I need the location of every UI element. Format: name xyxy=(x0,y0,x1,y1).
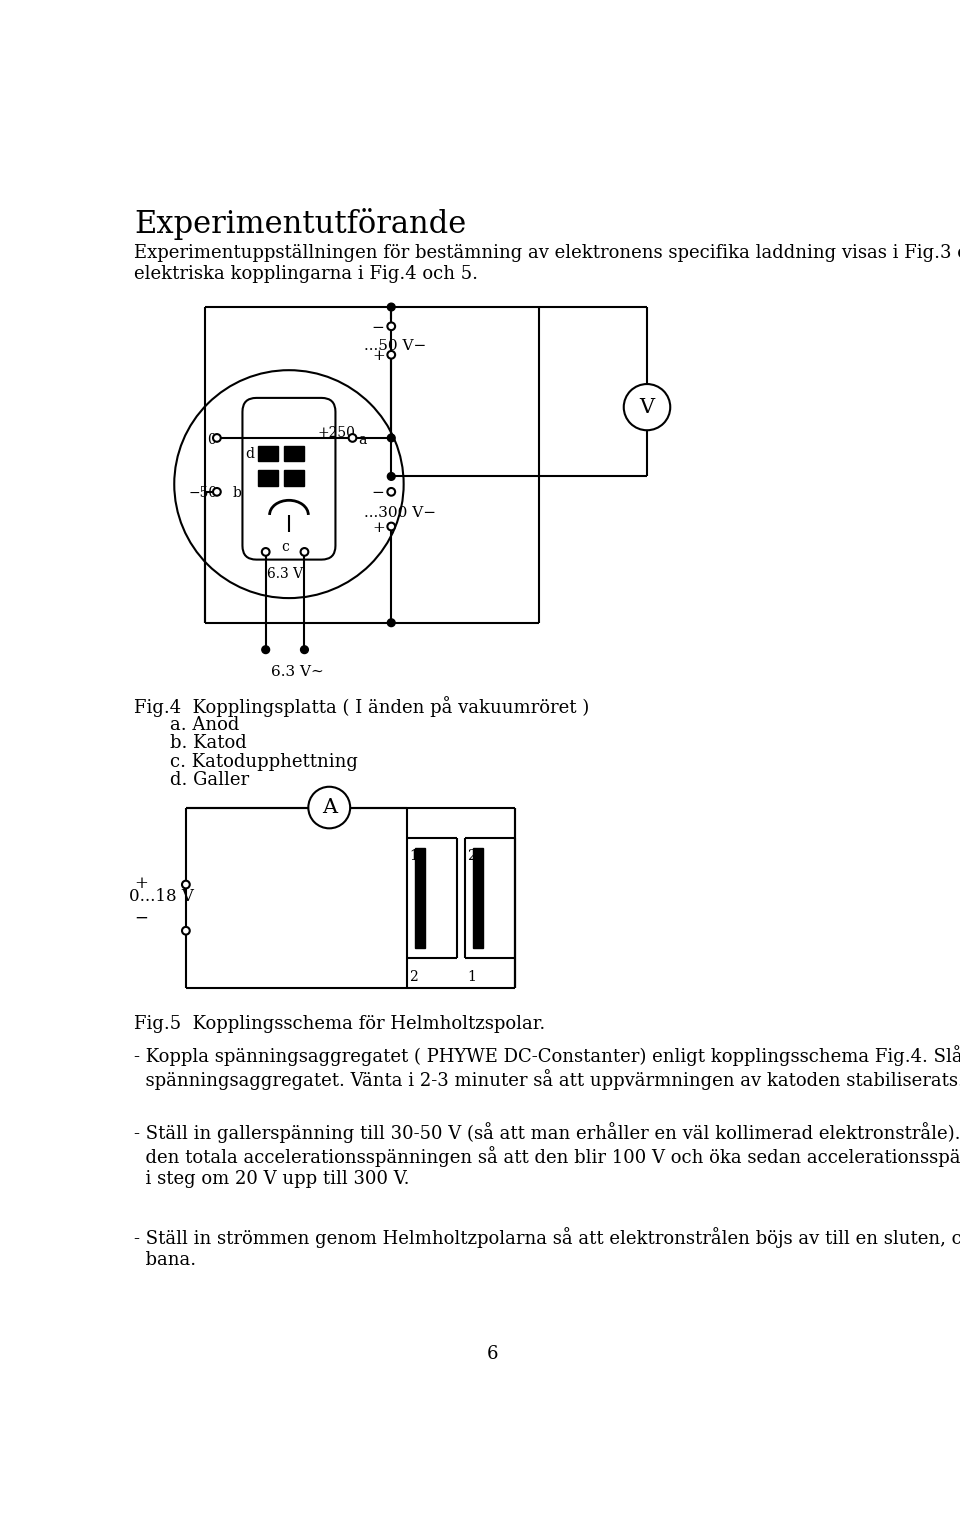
Circle shape xyxy=(388,522,396,530)
Circle shape xyxy=(624,385,670,430)
Text: a. Anod: a. Anod xyxy=(170,715,240,734)
Circle shape xyxy=(182,927,190,935)
Text: - Ställ in gallerspänning till 30-50 V (så att man erhåller en väl kollimerad el: - Ställ in gallerspänning till 30-50 V (… xyxy=(134,1121,960,1187)
Bar xyxy=(258,470,278,486)
Text: ...50 V−: ...50 V− xyxy=(364,340,426,354)
Circle shape xyxy=(388,434,396,441)
Circle shape xyxy=(182,881,190,889)
Text: A: A xyxy=(322,798,337,817)
Text: 0...18 V: 0...18 V xyxy=(130,889,194,905)
Bar xyxy=(284,446,304,461)
Text: +250: +250 xyxy=(318,426,355,440)
Bar xyxy=(258,446,278,461)
Text: c. Katodupphettning: c. Katodupphettning xyxy=(170,752,358,771)
Text: +: + xyxy=(372,521,385,535)
Bar xyxy=(415,847,424,948)
Text: Experimentutförande: Experimentutförande xyxy=(134,208,467,241)
Text: c: c xyxy=(281,539,289,553)
Text: - Ställ in strömmen genom Helmholtzpolarna så att elektronstrålen böjs av till e: - Ställ in strömmen genom Helmholtzpolar… xyxy=(134,1227,960,1268)
Text: 6.3 V∼: 6.3 V∼ xyxy=(271,665,324,679)
Circle shape xyxy=(388,351,396,358)
Text: b: b xyxy=(232,487,241,501)
Circle shape xyxy=(348,434,356,441)
Text: −: − xyxy=(372,320,385,336)
Text: +: + xyxy=(372,349,385,363)
Circle shape xyxy=(388,322,396,329)
Text: +: + xyxy=(134,875,148,892)
Text: b. Katod: b. Katod xyxy=(170,734,247,752)
Text: - Koppla spänningsaggregatet ( PHYWE DC-Constanter) enligt kopplingsschema Fig.4: - Koppla spänningsaggregatet ( PHYWE DC-… xyxy=(134,1045,960,1089)
Circle shape xyxy=(213,434,221,441)
Text: 2: 2 xyxy=(468,849,476,863)
Circle shape xyxy=(300,647,308,654)
Text: Fig.5  Kopplingsschema för Helmholtzspolar.: Fig.5 Kopplingsschema för Helmholtzspola… xyxy=(134,1016,545,1034)
Circle shape xyxy=(388,489,396,496)
Text: ...300 V−: ...300 V− xyxy=(364,506,436,519)
Circle shape xyxy=(308,787,350,829)
Text: −: − xyxy=(134,910,148,927)
Text: −: − xyxy=(372,487,385,501)
Text: V: V xyxy=(639,398,655,417)
Text: 6.3 V: 6.3 V xyxy=(267,567,303,581)
Circle shape xyxy=(300,548,308,556)
Text: d. Galler: d. Galler xyxy=(170,771,250,789)
Text: 1: 1 xyxy=(468,970,476,984)
Text: a: a xyxy=(358,432,367,446)
Circle shape xyxy=(262,647,270,654)
Circle shape xyxy=(262,548,270,556)
Text: 6: 6 xyxy=(487,1345,497,1363)
Text: −50: −50 xyxy=(188,487,217,501)
Text: 2: 2 xyxy=(409,970,418,984)
Circle shape xyxy=(213,489,221,496)
Text: Experimentuppställningen för bestämning av elektronens specifika laddning visas : Experimentuppställningen för bestämning … xyxy=(134,244,960,283)
Bar xyxy=(472,847,483,948)
Circle shape xyxy=(388,619,396,627)
Bar xyxy=(284,470,304,486)
Circle shape xyxy=(388,472,396,481)
Text: 0: 0 xyxy=(207,432,216,446)
Text: 1: 1 xyxy=(409,849,418,863)
Text: Fig.4  Kopplingsplatta ( I änden på vakuumröret ): Fig.4 Kopplingsplatta ( I änden på vakuu… xyxy=(134,696,589,717)
Text: d: d xyxy=(246,447,254,461)
Circle shape xyxy=(388,303,396,311)
